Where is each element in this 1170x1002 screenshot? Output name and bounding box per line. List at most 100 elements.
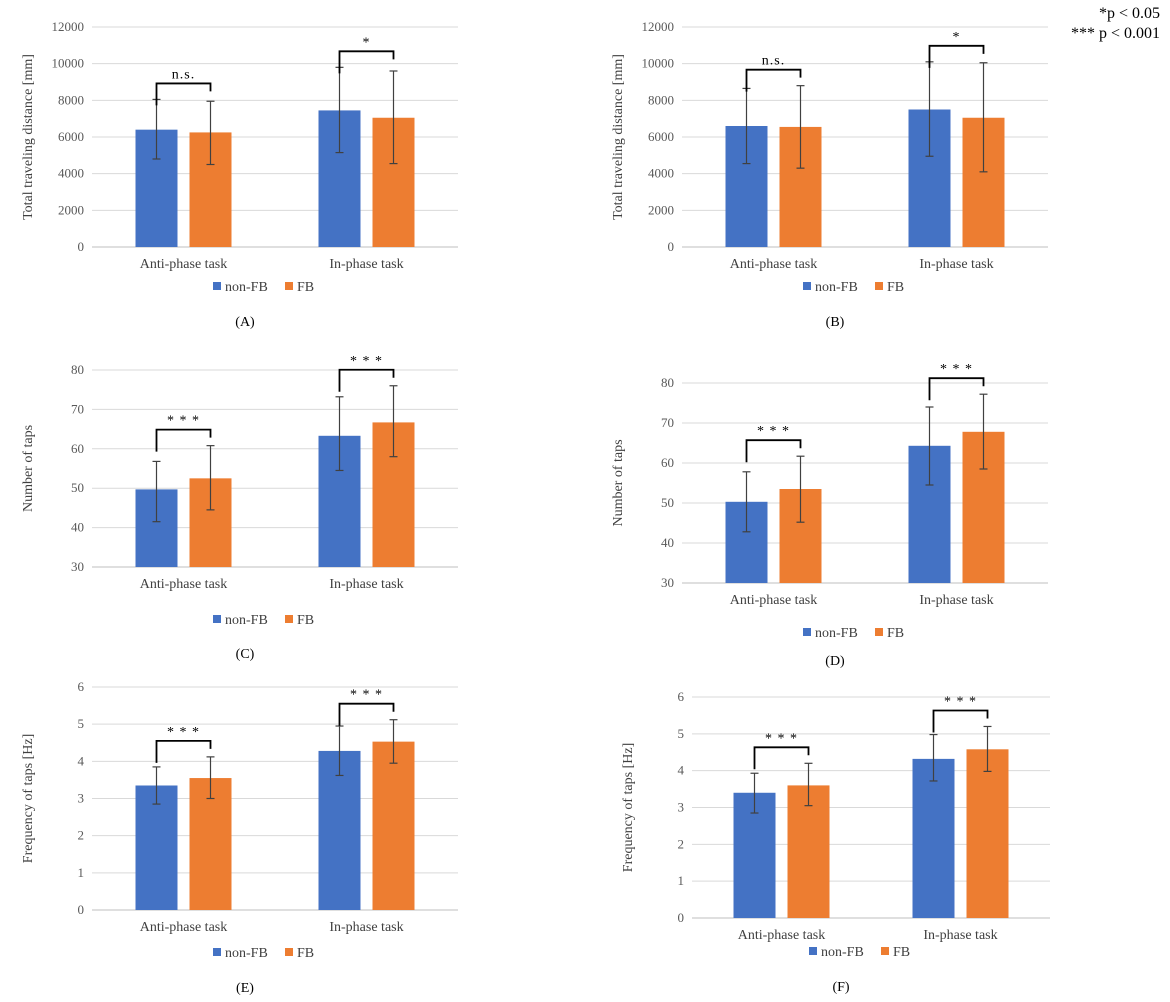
panel-label: (A) <box>235 315 255 330</box>
y-tick-label: 2 <box>678 836 685 851</box>
legend-label-fb: FB <box>297 280 314 295</box>
panel-label: (C) <box>236 647 255 662</box>
y-tick-label: 5 <box>678 726 685 741</box>
significance-bracket <box>928 377 985 401</box>
y-tick-label: 80 <box>661 375 674 390</box>
legend-label-non-fb: non-FB <box>225 613 268 628</box>
bar-fb <box>787 785 830 918</box>
y-axis-label: Frequency of taps [Hz] <box>621 743 636 872</box>
legend-swatch-fb <box>285 282 293 290</box>
legend-swatch-fb <box>881 947 889 955</box>
bar-non-fb <box>135 785 178 910</box>
y-tick-label: 8000 <box>58 92 84 107</box>
significance-bracket <box>338 50 395 74</box>
x-category-label: Anti-phase task <box>730 257 817 272</box>
y-tick-label: 0 <box>668 239 675 254</box>
y-axis-label: Frequency of taps [Hz] <box>21 734 36 863</box>
chart-panel-f: 0 1 2 3 4 5 6 Frequency of taps [Hz] * * * Anti-p… <box>621 689 1050 995</box>
significance-label: * * * <box>944 694 977 709</box>
y-tick-label: 0 <box>78 902 85 917</box>
y-tick-label: 2000 <box>58 202 84 217</box>
chart-panel-b: 0 2000 4000 6000 8000 10000 12000 Total traveli… <box>611 19 1048 330</box>
x-category-label: In-phase task <box>919 257 993 272</box>
x-category-label: In-phase task <box>919 593 993 608</box>
legend-label-non-fb: non-FB <box>815 626 858 641</box>
bar-fb <box>189 778 232 910</box>
x-category-label: Anti-phase task <box>140 920 227 935</box>
legend-swatch-fb <box>875 282 883 290</box>
y-tick-label: 50 <box>71 480 84 495</box>
legend-swatch-non-fb <box>809 947 817 955</box>
y-tick-label: 0 <box>678 910 685 925</box>
legend-swatch-fb <box>285 615 293 623</box>
note-p001: *** p < 0.001 <box>1070 25 1160 42</box>
legend-label-fb: FB <box>297 946 314 961</box>
y-tick-label: 40 <box>71 520 84 535</box>
y-tick-label: 12000 <box>52 19 85 34</box>
significance-bracket <box>338 702 395 726</box>
x-category-label: In-phase task <box>329 577 403 592</box>
legend-label-non-fb: non-FB <box>821 945 864 960</box>
significance-label: * <box>363 35 371 50</box>
y-tick-label: 3 <box>78 791 85 806</box>
y-tick-label: 4000 <box>58 166 84 181</box>
y-tick-label: 30 <box>661 575 674 590</box>
bar-fb <box>372 741 415 910</box>
panel-label: (E) <box>236 981 254 996</box>
x-category-label: Anti-phase task <box>730 593 817 608</box>
x-category-label: Anti-phase task <box>140 577 227 592</box>
bar-non-fb <box>733 792 776 918</box>
y-tick-label: 12000 <box>642 19 675 34</box>
y-tick-label: 70 <box>661 415 674 430</box>
y-axis-label: Total traveling distance [mm] <box>21 54 36 220</box>
y-tick-label: 2 <box>78 828 85 843</box>
y-tick-label: 1 <box>78 865 85 880</box>
significance-label: * <box>953 30 961 45</box>
chart-panel-d: 30 40 50 60 70 80 Number of taps * * * Anti-phas… <box>611 362 1048 669</box>
legend-swatch-non-fb <box>213 615 221 623</box>
significance-label: * * * <box>167 414 200 429</box>
significance-bracket <box>338 368 395 392</box>
y-tick-label: 30 <box>71 559 84 574</box>
legend-swatch-non-fb <box>803 628 811 636</box>
significance-bracket <box>155 428 212 452</box>
significance-label: * * * <box>940 362 973 377</box>
legend-label-fb: FB <box>887 626 904 641</box>
y-tick-label: 50 <box>661 495 674 510</box>
significance-bracket <box>928 44 985 68</box>
y-axis-label: Number of taps <box>21 425 36 512</box>
bar-non-fb <box>912 758 955 918</box>
significance-bracket <box>155 82 212 106</box>
y-tick-label: 3 <box>678 800 685 815</box>
panel-label: (F) <box>832 980 849 995</box>
y-tick-label: 4 <box>678 763 685 778</box>
panel-label: (D) <box>825 654 845 669</box>
y-tick-label: 4 <box>78 753 85 768</box>
y-tick-label: 60 <box>661 455 674 470</box>
significance-label: * * * <box>350 354 383 369</box>
significance-label: * * * <box>757 424 790 439</box>
legend-swatch-fb <box>285 948 293 956</box>
x-category-label: Anti-phase task <box>738 928 825 943</box>
legend-swatch-fb <box>875 628 883 636</box>
significance-bracket <box>745 439 802 463</box>
legend-label-non-fb: non-FB <box>815 280 858 295</box>
y-tick-label: 60 <box>71 441 84 456</box>
y-tick-label: 80 <box>71 362 84 377</box>
y-tick-label: 70 <box>71 401 84 416</box>
y-axis-label: Number of taps <box>611 439 626 526</box>
chart-panel-e: 0 1 2 3 4 5 6 Frequency of taps [Hz] * * * Anti-p… <box>21 679 458 996</box>
x-category-label: In-phase task <box>329 920 403 935</box>
y-tick-label: 6000 <box>648 129 674 144</box>
chart-panel-c: 30 40 50 60 70 80 Number of taps * * * Anti-phas… <box>21 354 458 662</box>
y-tick-label: 10000 <box>52 56 85 71</box>
bar-fb <box>966 749 1009 918</box>
legend-label-non-fb: non-FB <box>225 946 268 961</box>
y-tick-label: 0 <box>78 239 85 254</box>
significance-label: * * * <box>350 688 383 703</box>
y-tick-label: 1 <box>678 873 685 888</box>
bar-non-fb <box>318 750 361 910</box>
y-tick-label: 8000 <box>648 92 674 107</box>
y-tick-label: 10000 <box>642 56 675 71</box>
y-tick-label: 4000 <box>648 166 674 181</box>
